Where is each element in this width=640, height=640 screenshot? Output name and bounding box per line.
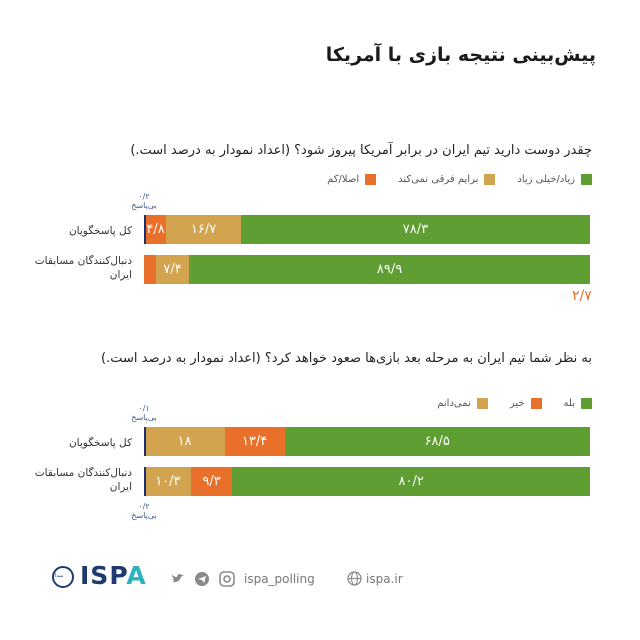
logo-is: IS <box>80 561 110 590</box>
bar-segment: ۷/۴ <box>156 255 190 284</box>
legend-item-no: خیر <box>509 397 542 409</box>
bar-value-label: ۷۸/۳ <box>402 222 429 237</box>
bar-value-label: ۱۸ <box>177 434 192 449</box>
bar-segment: ۸۰/۲ <box>232 467 590 496</box>
no-response-annotation: ۰/۲ بی‌پاسخ <box>124 502 164 520</box>
bar-value-label: ۷/۴ <box>163 262 182 277</box>
legend-label: نمی‌دانم <box>437 397 471 409</box>
legend-item-dontknow: نمی‌دانم <box>437 397 488 409</box>
bar-value-label: ۶۸/۵ <box>424 434 450 449</box>
outside-value-label: ۲/۷ <box>572 288 592 304</box>
bar-segment: ۱۸ <box>144 427 225 456</box>
bar-all-respondents: ۷۸/۳ ۱۶/۷ ۴/۸ <box>144 215 590 244</box>
legend-swatch-gold <box>484 173 496 185</box>
logo-p: P <box>109 561 127 590</box>
legend-label: برایم فرقی نمی‌کند <box>398 173 479 185</box>
mida-logo-text: میدا <box>55 573 64 579</box>
no-response-text: بی‌پاسخ <box>131 511 157 520</box>
legend-label: اصلا/کم <box>327 173 360 185</box>
twitter-icon[interactable] <box>172 573 184 583</box>
page-title: پیش‌بینی نتیجه بازی با آمریکا <box>325 44 596 66</box>
legend-swatch-orange <box>530 397 542 409</box>
social-icons <box>172 571 235 587</box>
telegram-icon[interactable] <box>195 572 209 586</box>
bar-value-label: ۸۹/۹ <box>376 262 403 277</box>
social-handle[interactable]: ispa_polling <box>244 572 315 586</box>
bar-segment-no-response <box>144 215 146 244</box>
legend-item-indifferent: برایم فرقی نمی‌کند <box>398 173 496 185</box>
legend-label: خیر <box>509 397 525 409</box>
chart2-legend: بله خیر نمی‌دانم <box>415 396 592 410</box>
legend-swatch-green <box>581 173 592 185</box>
bar-segment <box>144 255 157 284</box>
bar-segment: ۷۸/۳ <box>240 215 590 244</box>
bar-segment-no-response <box>144 467 146 496</box>
legend-item-high: زیاد/خیلی زیاد <box>517 173 592 185</box>
logo-a: A <box>126 561 147 590</box>
legend-label: بله <box>563 397 575 409</box>
no-response-value: ۰/۲ <box>138 502 150 511</box>
legend-label: زیاد/خیلی زیاد <box>517 173 575 185</box>
legend-item-low: اصلا/کم <box>327 173 377 185</box>
no-response-value: ۰/۱ <box>138 404 150 413</box>
chart1-legend: زیاد/خیلی زیاد برایم فرقی نمی‌کند اصلا/ک… <box>305 172 592 186</box>
bar-segment: ۱۳/۴ <box>224 427 285 456</box>
chart1-question: چقدر دوست دارید تیم ایران در برابر آمریک… <box>130 143 592 158</box>
bar-followers: ۸۹/۹ ۷/۴ <box>144 255 590 284</box>
globe-icon <box>347 571 362 586</box>
bar-value-label: ۱۶/۷ <box>190 222 217 237</box>
bar-segment: ۸۹/۹ <box>189 255 590 284</box>
no-response-value: ۰/۲ <box>138 192 150 201</box>
mida-logo-icon: میدا <box>52 566 74 588</box>
bar-value-label: ۱۰/۳ <box>155 474 181 489</box>
legend-item-yes: بله <box>563 397 592 409</box>
no-response-text: بی‌پاسخ <box>131 201 157 210</box>
bar-followers: ۸۰/۲ ۹/۳ ۱۰/۳ <box>144 467 590 496</box>
bar-segment: ۹/۳ <box>190 467 233 496</box>
legend-swatch-green <box>581 397 592 409</box>
website-link[interactable]: ispa.ir <box>366 572 403 586</box>
bar-value-label: ۱۳/۴ <box>241 434 268 449</box>
instagram-icon[interactable] <box>219 571 235 587</box>
bar-segment: ۱۶/۷ <box>166 215 241 244</box>
bar-value-label: ۴/۸ <box>146 222 165 237</box>
bar-all-respondents: ۶۸/۵ ۱۳/۴ ۱۸ <box>144 427 590 456</box>
legend-swatch-gold <box>476 397 488 409</box>
bar-value-label: ۹/۳ <box>202 474 221 489</box>
ispa-logo: ISPA <box>80 561 147 590</box>
bar-segment: ۱۰/۳ <box>144 467 191 496</box>
no-response-text: بی‌پاسخ <box>131 413 157 422</box>
chart2-question: به نظر شما تیم ایران به مرحله بعد بازی‌ه… <box>101 351 592 366</box>
row-label-followers: دنبال‌کنندگان مسابقات ایران <box>34 467 132 493</box>
bar-value-label: ۸۰/۲ <box>398 474 424 489</box>
row-label-all: کل پاسخگویان <box>68 437 132 449</box>
no-response-annotation: ۰/۱ بی‌پاسخ <box>124 404 164 422</box>
legend-swatch-orange <box>365 173 377 185</box>
row-label-all: کل پاسخگویان <box>68 225 132 237</box>
row-label-followers: دنبال‌کنندگان مسابقات ایران <box>34 255 132 281</box>
bar-segment: ۴/۸ <box>144 215 167 244</box>
bar-segment: ۶۸/۵ <box>284 427 590 456</box>
no-response-annotation: ۰/۲ بی‌پاسخ <box>124 192 164 210</box>
bar-segment-no-response <box>144 427 146 456</box>
